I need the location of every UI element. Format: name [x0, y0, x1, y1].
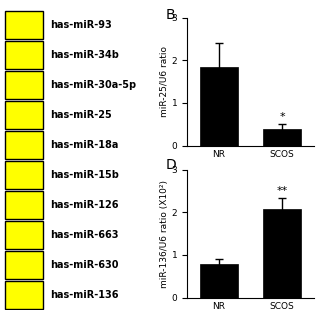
Bar: [200, 264, 238, 298]
Bar: [5, 221, 43, 249]
Bar: [5, 281, 43, 309]
Y-axis label: miR-25/U6 ratio: miR-25/U6 ratio: [160, 46, 169, 117]
Text: B: B: [166, 8, 175, 22]
Bar: [5, 101, 43, 129]
Bar: [5, 191, 43, 219]
Text: D: D: [166, 158, 177, 172]
Text: has-miR-630: has-miR-630: [50, 260, 119, 270]
Bar: [5, 161, 43, 189]
Bar: [5, 131, 43, 159]
Y-axis label: miR-136/U6 ratio (X10²): miR-136/U6 ratio (X10²): [160, 180, 169, 288]
Bar: [5, 251, 43, 279]
Text: has-miR-25: has-miR-25: [50, 110, 112, 120]
Text: *: *: [279, 112, 285, 122]
Text: has-miR-18a: has-miR-18a: [50, 140, 119, 150]
Bar: [263, 129, 301, 146]
Text: has-miR-136: has-miR-136: [50, 290, 119, 300]
Text: has-miR-663: has-miR-663: [50, 230, 119, 240]
Text: has-miR-126: has-miR-126: [50, 200, 119, 210]
Text: has-miR-34b: has-miR-34b: [50, 50, 119, 60]
Text: has-miR-30a-5p: has-miR-30a-5p: [50, 80, 136, 90]
Bar: [5, 41, 43, 69]
Bar: [263, 209, 301, 298]
Text: has-miR-15b: has-miR-15b: [50, 170, 119, 180]
Text: has-miR-93: has-miR-93: [50, 20, 112, 30]
Bar: [5, 11, 43, 39]
Bar: [5, 71, 43, 99]
Text: **: **: [276, 186, 288, 196]
Bar: [200, 67, 238, 146]
